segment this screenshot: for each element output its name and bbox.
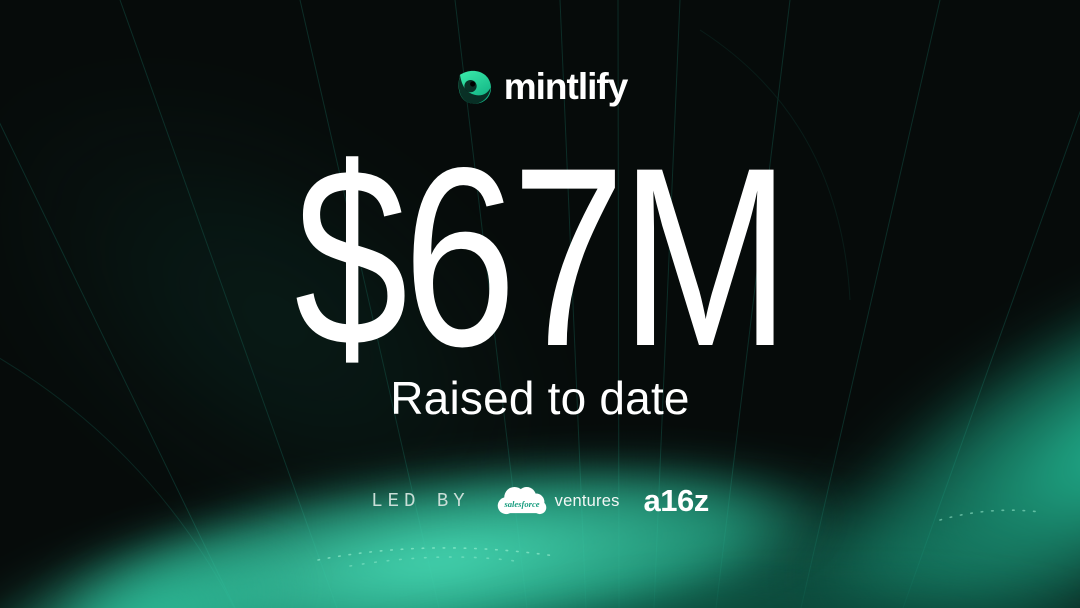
raised-amount-text: $67M	[294, 115, 790, 400]
a16z-wordmark: a16z	[643, 483, 710, 518]
led-by-label: LED BY	[371, 490, 470, 512]
mintlify-leaf-icon	[458, 70, 491, 104]
ventures-label: ventures	[554, 491, 620, 510]
brand-lockup: mintlify	[0, 66, 1080, 108]
salesforce-cloud-text: salesforce	[503, 499, 539, 509]
investors-row: LED BY salesforce ventures a16z	[0, 482, 1080, 520]
raised-amount: $67M	[0, 130, 1080, 385]
investor-salesforce-ventures: salesforce ventures	[494, 482, 620, 520]
salesforce-cloud-icon: salesforce	[497, 487, 546, 515]
raised-subtitle: Raised to date	[390, 372, 690, 424]
brand-wordmark: mintlify	[503, 66, 629, 107]
